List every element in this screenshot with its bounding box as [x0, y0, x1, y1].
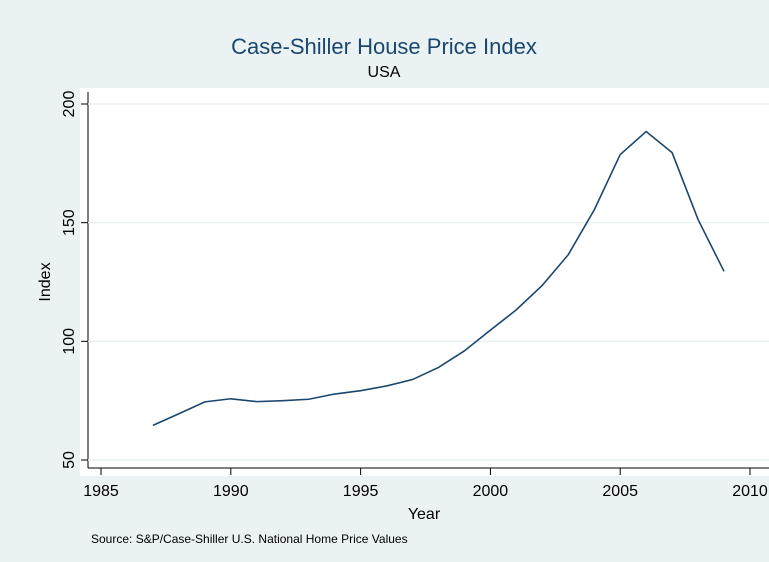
- x-axis-label: Year: [408, 506, 441, 523]
- x-tick-label: 2000: [473, 483, 509, 500]
- x-tick-label: 1985: [83, 483, 119, 500]
- y-tick-label: 50: [61, 451, 78, 469]
- y-tick-label: 100: [61, 328, 78, 355]
- x-tick-label: 1995: [343, 483, 379, 500]
- x-tick-label: 2010: [732, 483, 768, 500]
- chart-subtitle: USA: [368, 64, 401, 81]
- y-tick-label: 200: [61, 91, 78, 118]
- y-axis-label: Index: [37, 262, 54, 301]
- plot-region: [80, 88, 769, 476]
- x-tick-label: 2005: [602, 483, 638, 500]
- source-note: Source: S&P/Case-Shiller U.S. National H…: [91, 532, 408, 546]
- y-tick-label: 150: [61, 209, 78, 236]
- chart-title: Case-Shiller House Price Index: [231, 34, 537, 59]
- x-tick-label: 1990: [213, 483, 249, 500]
- line-series: [152, 130, 725, 427]
